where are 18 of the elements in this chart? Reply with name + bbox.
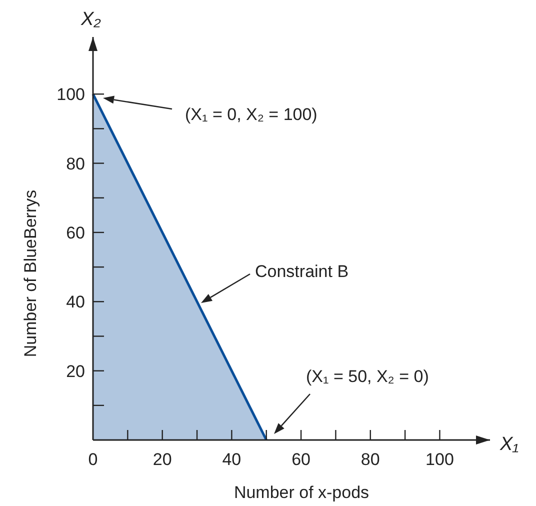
- text: X₁: [499, 434, 519, 455]
- text: X₂: [80, 9, 102, 30]
- x-tick-label: 40: [222, 450, 242, 469]
- x-tick-label: 80: [360, 450, 380, 469]
- x-tick-label: 100: [426, 450, 454, 469]
- annotation: (X₁ = 50, X₂ = 0): [306, 367, 429, 386]
- y-tick-label: 60: [66, 223, 85, 242]
- y-tick-label: 20: [66, 362, 85, 381]
- y-axis-title: Number of BlueBerrys: [21, 190, 40, 358]
- y-tick-label: 40: [66, 292, 85, 312]
- y-tick-label: 100: [56, 85, 85, 104]
- annotation: (X₁ = 0, X₂ = 100): [185, 105, 318, 124]
- x-tick-label: 20: [152, 450, 172, 469]
- annotation: Constraint B: [255, 262, 349, 281]
- x-tick-label: 0: [88, 450, 98, 469]
- x-axis-title: Number of x-pods: [234, 483, 370, 502]
- x-tick-label: 60: [292, 450, 310, 469]
- y-tick-label: 80: [66, 154, 85, 174]
